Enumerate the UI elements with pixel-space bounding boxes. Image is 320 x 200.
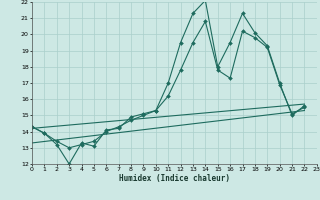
X-axis label: Humidex (Indice chaleur): Humidex (Indice chaleur): [119, 174, 230, 183]
